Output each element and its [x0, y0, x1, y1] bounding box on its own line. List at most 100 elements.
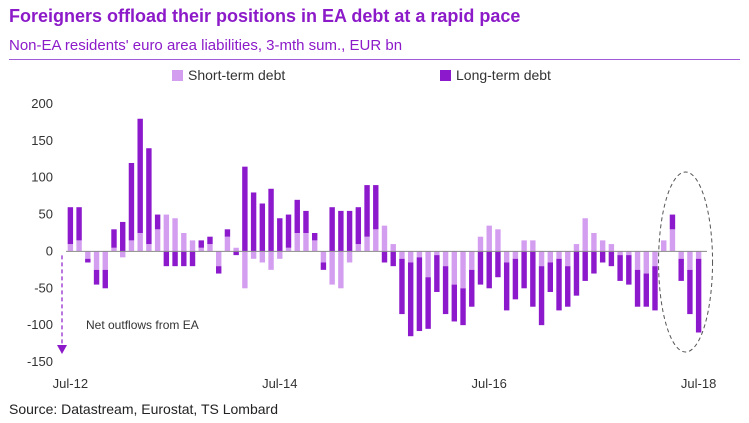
long-term-bar-2017-02	[547, 262, 553, 292]
short-term-bar-2014-06	[268, 251, 274, 270]
long-term-bar-2014-11	[311, 233, 318, 241]
short-term-bar-2014-11	[311, 240, 318, 252]
short-term-bar-2016-01	[434, 251, 440, 256]
long-term-bar-2013-09	[189, 251, 196, 267]
short-term-bar-2014-10	[303, 233, 309, 252]
y-tick-label: 150	[31, 133, 53, 148]
long-term-bar-2014-01	[224, 229, 231, 237]
short-term-bar-2016-07	[486, 225, 492, 252]
short-term-bar-2014-05	[259, 251, 266, 263]
long-term-bar-2016-12	[530, 251, 536, 307]
short-term-bar-2016-11	[521, 240, 527, 252]
long-term-bar-2015-10	[407, 262, 414, 337]
short-term-bar-2014-03	[242, 251, 248, 289]
chart-title: Foreigners offload their positions in EA…	[9, 6, 521, 26]
long-term-bar-2014-07	[277, 218, 283, 252]
short-term-bar-2014-09	[294, 233, 300, 252]
long-term-bar-2013-06	[163, 251, 170, 267]
short-term-bar-2015-07	[381, 225, 388, 252]
long-term-bar-2012-12	[111, 229, 117, 248]
x-axis: Jul-12 Jul-14 Jul-16 Jul-18	[53, 376, 717, 391]
long-term-bar-2016-10	[512, 258, 519, 300]
short-term-bar-2018-04	[669, 229, 676, 252]
short-term-bar-2015-04	[355, 244, 362, 252]
short-term-bar-2015-12	[425, 251, 431, 278]
short-term-bar-2013-06	[163, 214, 170, 252]
short-term-bar-2018-01	[643, 251, 649, 274]
y-tick-label: 0	[46, 243, 53, 258]
x-tick-label: Jul-18	[681, 376, 716, 391]
long-term-bar-2017-10	[617, 255, 623, 281]
highlight-ellipse	[658, 171, 714, 353]
short-term-bar-2016-06	[477, 236, 484, 252]
short-term-bar-2013-04	[146, 244, 152, 252]
y-axis: 200 150 100 50 0 -50 -100 -150	[27, 96, 53, 369]
y-tick-label: 100	[31, 170, 53, 185]
short-term-bar-2018-03	[661, 240, 667, 252]
long-term-bar-2014-03	[242, 166, 248, 252]
short-term-bar-2017-04	[565, 251, 571, 267]
long-term-bar-2013-01	[120, 221, 126, 252]
short-term-bar-2013-02	[128, 240, 135, 252]
long-term-bar-2013-12	[216, 266, 222, 274]
short-term-bar-2015-03	[346, 251, 353, 263]
long-term-bar-2015-02	[338, 210, 344, 252]
bars	[67, 118, 702, 337]
short-term-bar-2016-10	[512, 251, 519, 259]
short-term-bar-2014-02	[233, 247, 239, 252]
long-term-bar-2018-02	[652, 266, 658, 311]
short-term-bar-2016-02	[442, 251, 449, 267]
long-term-bar-2016-11	[521, 251, 527, 289]
short-term-bar-2016-12	[530, 240, 536, 252]
short-term-bar-2016-09	[503, 251, 510, 263]
long-term-bar-2013-07	[172, 251, 178, 267]
long-term-bar-2017-04	[565, 266, 571, 307]
short-term-bar-2018-02	[652, 251, 658, 267]
long-term-bar-2015-06	[373, 185, 379, 230]
short-term-bar-2015-05	[364, 236, 370, 252]
long-term-bar-2017-03	[556, 258, 562, 311]
short-term-bar-2014-01	[224, 236, 231, 252]
long-term-bar-2014-04	[250, 192, 257, 252]
short-term-bar-2016-03	[451, 251, 458, 285]
title-divider	[9, 59, 740, 60]
short-term-bar-2014-08	[285, 247, 292, 252]
short-term-bar-2015-06	[373, 229, 379, 252]
long-term-bar-2013-11	[207, 236, 213, 245]
short-term-bar-2013-08	[181, 233, 187, 252]
long-term-bar-2012-09	[85, 258, 91, 263]
long-term-bar-2016-03	[451, 284, 458, 322]
short-term-bar-2017-03	[556, 251, 562, 259]
long-term-bar-2018-01	[643, 273, 649, 307]
short-term-bar-2012-08	[76, 240, 82, 252]
long-term-bar-2013-08	[181, 251, 187, 267]
long-term-bar-2012-11	[102, 269, 108, 289]
long-term-bar-2014-12	[320, 262, 327, 270]
short-term-bar-2016-05	[469, 251, 475, 270]
long-term-bar-2015-09	[399, 258, 405, 315]
long-term-bar-2013-02	[128, 162, 135, 241]
long-term-bar-2017-11	[626, 255, 632, 285]
long-term-bar-2016-06	[477, 251, 484, 285]
long-term-bar-2012-07	[67, 207, 74, 245]
chart-subtitle: Non-EA residents' euro area liabilities,…	[9, 37, 403, 54]
long-term-bar-2013-10	[198, 240, 204, 248]
short-term-bar-2015-10	[407, 251, 414, 263]
chart-source: Source: Datastream, Eurostat, TS Lombard	[9, 401, 278, 417]
short-term-bar-2012-10	[93, 251, 100, 270]
y-tick-label: -100	[27, 317, 53, 332]
y-tick-label: -150	[27, 354, 53, 369]
short-term-bar-2017-08	[599, 240, 606, 252]
long-term-bar-2017-09	[608, 251, 615, 267]
long-term-bar-2017-05	[573, 251, 580, 296]
long-term-bar-2015-07	[381, 251, 388, 263]
short-term-bar-2012-12	[111, 247, 117, 252]
short-term-bar-2013-03	[137, 233, 143, 252]
short-term-bar-2016-08	[495, 229, 501, 252]
short-term-bar-2018-06	[687, 251, 693, 270]
long-term-bar-2016-02	[442, 266, 449, 315]
short-term-bar-2014-07	[277, 251, 283, 259]
long-term-bar-2015-12	[425, 277, 431, 329]
short-term-bar-2013-12	[216, 251, 222, 267]
long-term-bar-2014-10	[303, 210, 309, 233]
